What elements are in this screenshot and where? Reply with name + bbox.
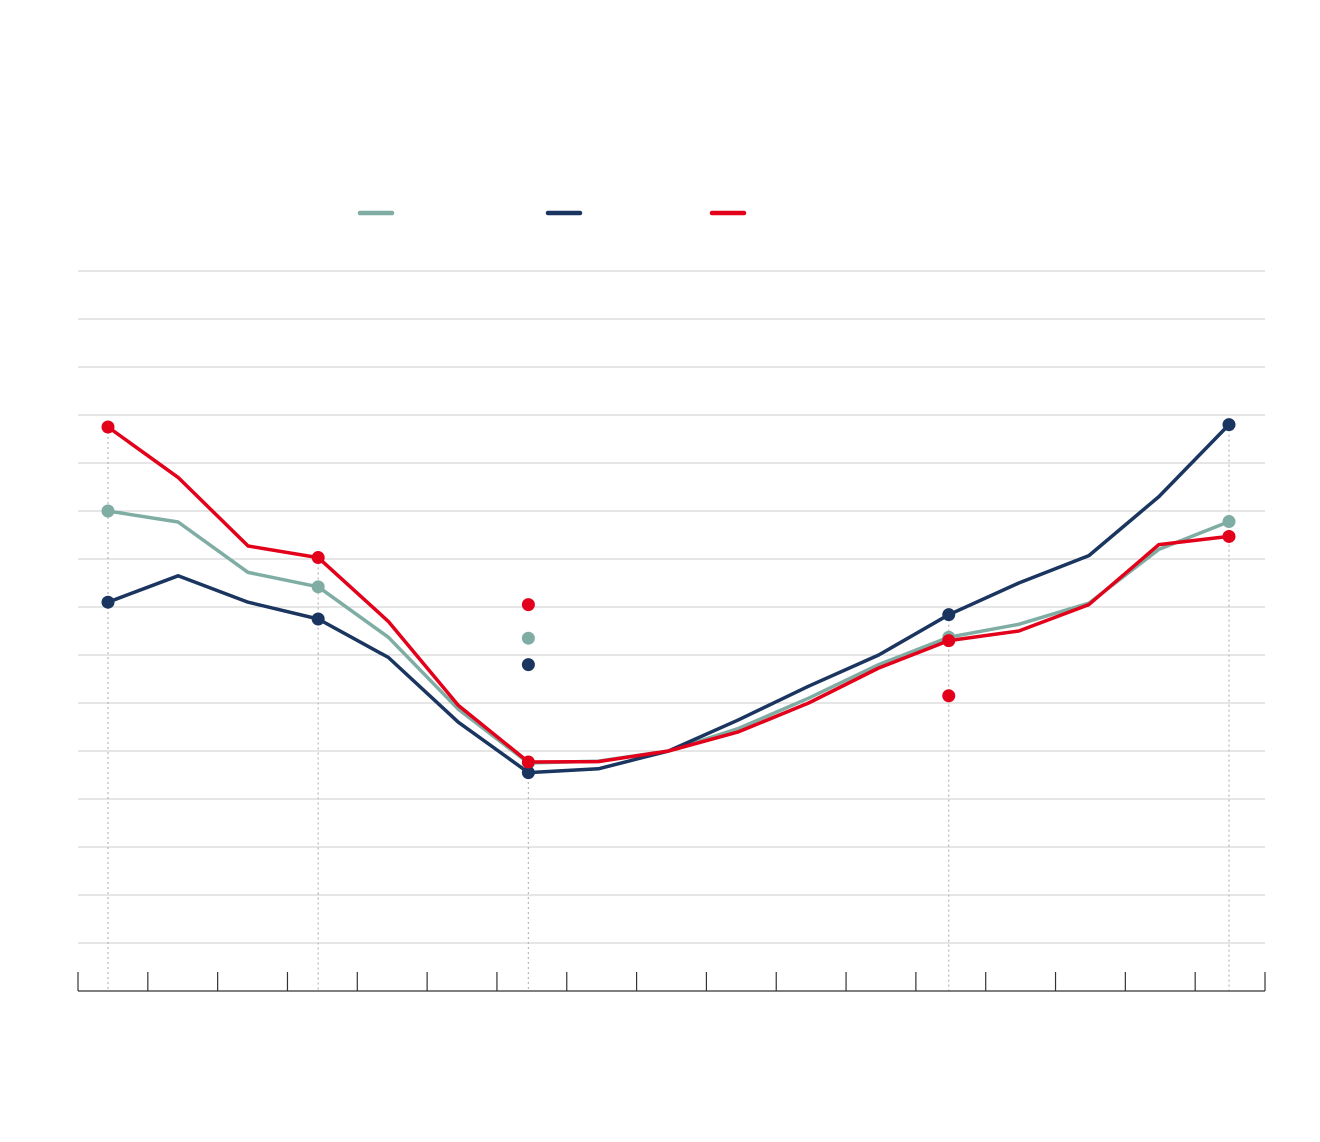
series-point-3 — [311, 551, 325, 565]
series-point-2 — [1222, 418, 1236, 432]
series-line-3 — [106, 425, 1231, 764]
series-point-3 — [942, 634, 956, 648]
series-lines — [106, 422, 1231, 775]
highlight-guides — [107, 424, 1230, 991]
x-axis — [77, 972, 1266, 992]
series-point-1 — [311, 580, 325, 594]
outlier-point — [942, 689, 956, 703]
series-point-1 — [101, 504, 115, 518]
series-markers — [101, 418, 1236, 780]
series-point-2 — [942, 608, 956, 622]
series-point-2 — [101, 595, 115, 609]
series-point-1 — [1222, 515, 1236, 529]
series-point-2 — [521, 766, 535, 780]
gridlines — [78, 270, 1265, 944]
series-point-3 — [1222, 529, 1236, 543]
outlier-markers — [521, 598, 956, 703]
series-line-2 — [106, 422, 1231, 775]
series-line-1 — [106, 509, 1231, 765]
series-point-2 — [311, 612, 325, 626]
series-point-3 — [101, 420, 115, 434]
outlier-point — [521, 598, 535, 612]
outlier-point — [521, 631, 535, 645]
series-point-3 — [521, 755, 535, 769]
outlier-point — [521, 658, 535, 672]
